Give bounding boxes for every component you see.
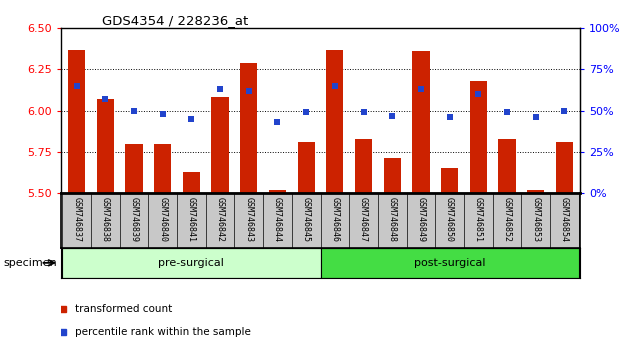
Text: GSM746844: GSM746844 [273, 197, 282, 242]
Bar [154, 144, 171, 193]
Bar [68, 50, 85, 193]
Bar [126, 144, 143, 193]
Text: GSM746853: GSM746853 [531, 197, 540, 242]
Text: GSM746852: GSM746852 [503, 197, 512, 242]
Bar [556, 142, 573, 193]
Text: percentile rank within the sample: percentile rank within the sample [75, 327, 251, 337]
Text: GSM746840: GSM746840 [158, 197, 167, 242]
Bar [240, 63, 258, 193]
Text: GSM746850: GSM746850 [445, 197, 454, 242]
Text: GSM746841: GSM746841 [187, 197, 196, 242]
Bar [470, 81, 487, 193]
Bar [269, 190, 286, 193]
Text: transformed count: transformed count [75, 304, 172, 314]
Bar [183, 172, 200, 193]
Text: post-surgical: post-surgical [414, 258, 485, 268]
Text: pre-surgical: pre-surgical [158, 258, 224, 268]
Text: GSM746839: GSM746839 [129, 197, 138, 242]
Text: GSM746837: GSM746837 [72, 197, 81, 242]
Bar [412, 51, 429, 193]
Text: GSM746838: GSM746838 [101, 197, 110, 242]
Bar [355, 139, 372, 193]
Text: GSM746845: GSM746845 [302, 197, 311, 242]
Bar [62, 248, 321, 278]
Text: GSM746843: GSM746843 [244, 197, 253, 242]
Bar [441, 168, 458, 193]
Text: GSM746842: GSM746842 [215, 197, 224, 242]
Text: GSM746854: GSM746854 [560, 197, 569, 242]
Text: GSM746846: GSM746846 [330, 197, 339, 242]
Text: GDS4354 / 228236_at: GDS4354 / 228236_at [103, 14, 249, 27]
Bar [297, 142, 315, 193]
Text: specimen: specimen [3, 258, 57, 268]
Bar [212, 97, 229, 193]
Bar [326, 50, 344, 193]
Bar [527, 190, 544, 193]
Bar [498, 139, 515, 193]
Text: GSM746849: GSM746849 [417, 197, 426, 242]
Bar [97, 99, 114, 193]
Text: GSM746847: GSM746847 [359, 197, 368, 242]
Text: GSM746848: GSM746848 [388, 197, 397, 242]
Text: GSM746851: GSM746851 [474, 197, 483, 242]
Bar [383, 158, 401, 193]
Bar [320, 248, 579, 278]
